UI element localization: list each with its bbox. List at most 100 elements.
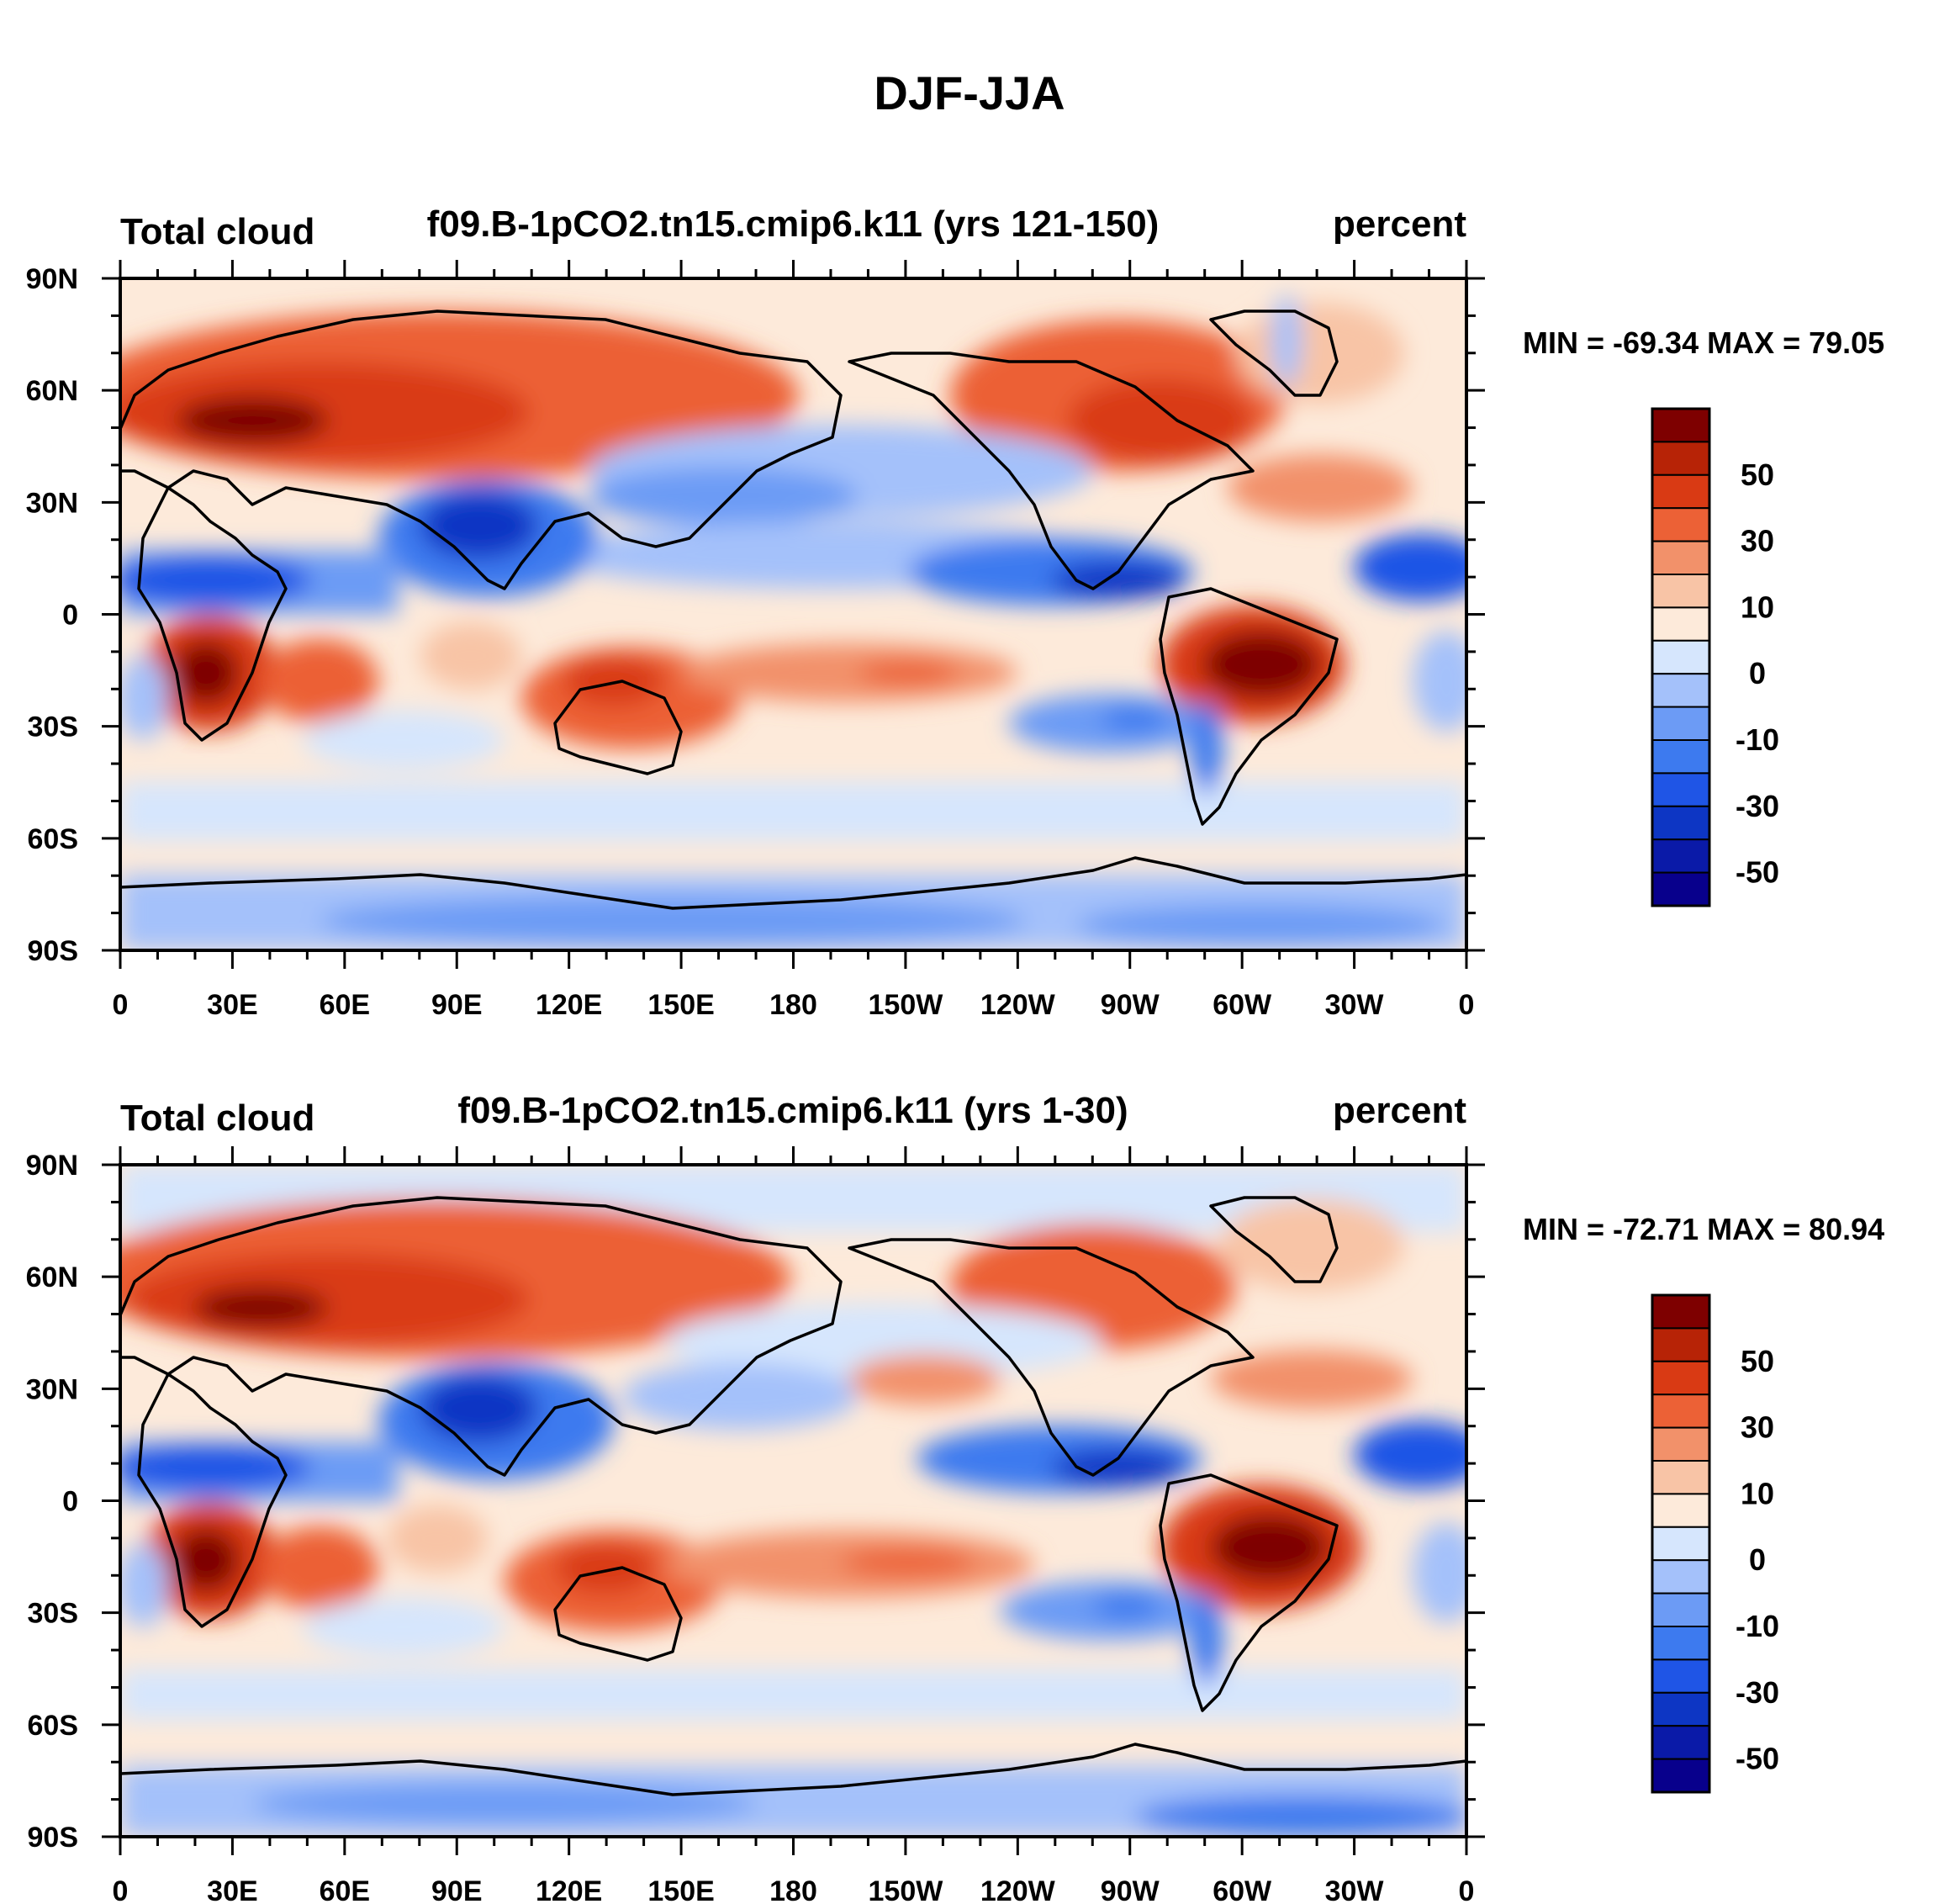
colorbar-box [1651,1725,1710,1760]
colorbar-box [1651,1758,1710,1794]
colorbar-frame [1651,1293,1711,1794]
x-tick-label: 150W [869,1875,944,1904]
panel-top: Total cloud f09.B-1pCO2.tn15.cmip6.k11 (… [26,204,1885,1021]
coastlines [120,309,1466,910]
colorbar-label: 30 [1741,524,1774,558]
x-tick-label: 150E [647,989,714,1021]
colorbar-box [1651,1426,1710,1462]
colorbar-box [1651,1493,1710,1528]
colorbar-label: -10 [1736,1609,1779,1643]
min-max-stats: MIN = -72.71 MAX = 80.94 [1523,1212,1884,1246]
colorbar-box [1651,1394,1710,1429]
axis-ticks [102,260,1485,969]
coastlines [120,1196,1466,1796]
colorbar-box [1651,772,1710,807]
panel-center-label: f09.B-1pCO2.tn15.cmip6.k11 (yrs 121-150) [427,204,1160,245]
y-tick-label: 0 [62,1486,78,1518]
colorbar-label: -30 [1736,789,1779,823]
x-tick-label: 60W [1213,989,1272,1021]
colorbar-box [1651,739,1710,775]
colorbar-box [1651,805,1710,841]
y-tick-label: 90N [26,263,78,295]
colorbar-box [1651,673,1710,708]
panel-left-label: Total cloud [120,1097,314,1139]
x-tick-label: 0 [1459,1875,1475,1904]
x-tick-label: 150W [869,989,944,1021]
contour-field [120,278,1466,950]
x-tick-label: 0 [1459,989,1475,1021]
y-tick-label: 60N [26,1261,78,1293]
x-tick-label: 60E [320,1875,371,1904]
x-tick-label: 90E [431,1875,483,1904]
x-tick-label: 30W [1325,1875,1385,1904]
x-tick-label: 60E [320,989,371,1021]
y-tick-label: 30N [26,487,78,519]
y-tick-label: 30N [26,1373,78,1405]
min-max-stats: MIN = -69.34 MAX = 79.05 [1523,325,1884,360]
colorbar-box [1651,871,1710,907]
x-tick-label: 90W [1101,1875,1160,1904]
x-axis-labels: 0 30E 60E 90E 120E 150E 180 150W 120W 90W 60W 30W 0 [113,989,1475,1021]
colorbar-label: 50 [1741,1344,1774,1378]
colorbar-box [1651,473,1710,510]
axis-ticks [102,1146,1485,1855]
y-tick-label: 90S [28,1822,79,1854]
colorbar-label: 50 [1741,457,1774,492]
y-tick-label: 0 [62,600,78,632]
panel-center-label: f09.B-1pCO2.tn15.cmip6.k11 (yrs 1-30) [457,1090,1128,1131]
colorbar: 50 30 10 0 -10 -30 -50 [1651,407,1779,907]
figure-title: DJF-JJA [874,66,1065,119]
colorbar-box [1651,1460,1710,1495]
y-axis-labels: 90N 60N 30N 0 30S 60S 90S [26,1150,78,1854]
colorbar-label: 30 [1741,1410,1774,1445]
y-tick-label: 90N [26,1150,78,1182]
panel-bottom: Total cloud f09.B-1pCO2.tn15.cmip6.k11 (… [26,1090,1885,1904]
x-tick-label: 30W [1325,989,1385,1021]
colorbar-box [1651,1559,1710,1595]
colorbar-box [1651,574,1710,609]
panel-units-label: percent [1333,1090,1466,1131]
x-tick-label: 90E [431,989,483,1021]
colorbar-box [1651,639,1710,675]
panel-units-label: percent [1333,204,1466,245]
x-tick-label: 150E [647,1875,714,1904]
colorbar-box [1651,1658,1710,1694]
colorbar-box [1651,1691,1710,1727]
colorbar-box [1651,1626,1710,1661]
x-tick-label: 120W [980,989,1056,1021]
y-axis-labels: 90N 60N 30N 0 30S 60S 90S [26,263,78,967]
colorbar-box [1651,441,1710,476]
y-tick-label: 60N [26,375,78,407]
y-tick-label: 60S [28,823,79,855]
x-tick-label: 0 [113,1875,129,1904]
colorbar-box [1651,540,1710,575]
colorbar-box [1651,408,1710,443]
x-tick-label: 30E [207,989,258,1021]
colorbar-label: -30 [1736,1675,1779,1710]
colorbar: 50 30 10 0 -10 -30 -50 [1651,1293,1779,1794]
x-tick-label: 90W [1101,989,1160,1021]
colorbar-box [1651,838,1710,874]
x-tick-label: 180 [769,1875,817,1904]
colorbar-frame [1651,407,1711,907]
x-tick-label: 120W [980,1875,1056,1904]
colorbar-label: -50 [1736,1742,1779,1776]
x-tick-label: 0 [113,989,129,1021]
colorbar-box [1651,1327,1710,1362]
y-tick-label: 30S [28,1598,79,1630]
y-tick-label: 90S [28,935,79,967]
colorbar-label: 10 [1741,590,1774,624]
colorbar-box [1651,507,1710,542]
colorbar-label: -10 [1736,722,1779,757]
y-tick-label: 30S [28,711,79,743]
colorbar-box [1651,1360,1710,1396]
colorbar-label: -50 [1736,855,1779,890]
colorbar-box [1651,606,1710,642]
colorbar-box [1651,1526,1710,1562]
colorbar-label: 10 [1741,1476,1774,1510]
x-tick-label: 180 [769,989,817,1021]
x-tick-label: 60W [1213,1875,1272,1904]
colorbar-box [1651,1592,1710,1627]
x-axis-labels: 0 30E 60E 90E 120E 150E 180 150W 120W 90W 60W 30W 0 [113,1875,1475,1904]
